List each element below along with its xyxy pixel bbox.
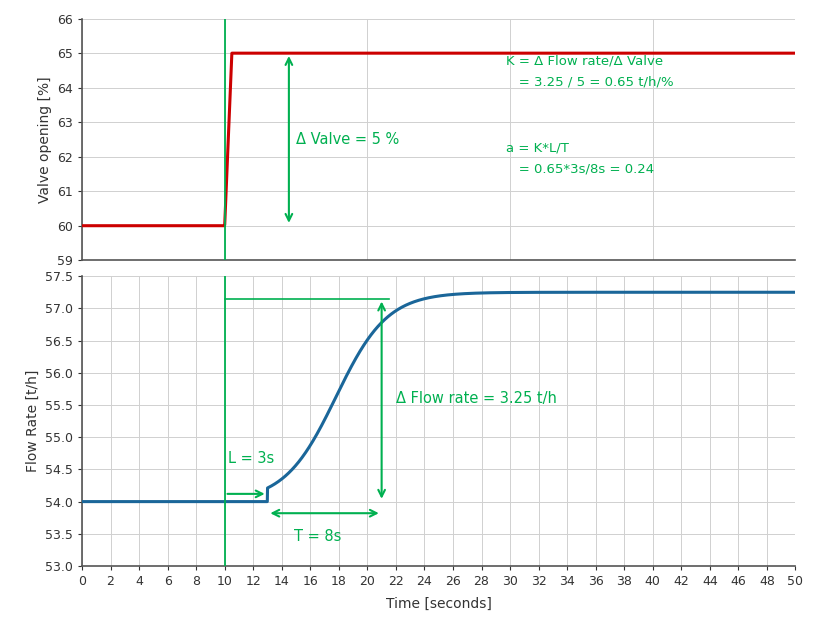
Text: a = K*L/T
   = 0.65*3s/8s = 0.24: a = K*L/T = 0.65*3s/8s = 0.24 [506,142,654,176]
Text: Δ Flow rate = 3.25 t/h: Δ Flow rate = 3.25 t/h [396,391,556,406]
Text: T = 8s: T = 8s [293,529,341,544]
X-axis label: Time [seconds]: Time [seconds] [385,596,491,610]
Text: Δ Valve = 5 %: Δ Valve = 5 % [296,132,399,147]
Text: K = Δ Flow rate/Δ Valve
   = 3.25 / 5 = 0.65 t/h/%: K = Δ Flow rate/Δ Valve = 3.25 / 5 = 0.6… [506,55,673,89]
Text: L = 3s: L = 3s [227,451,274,466]
Y-axis label: Valve opening [%]: Valve opening [%] [38,76,52,203]
Y-axis label: Flow Rate [t/h]: Flow Rate [t/h] [25,370,39,472]
